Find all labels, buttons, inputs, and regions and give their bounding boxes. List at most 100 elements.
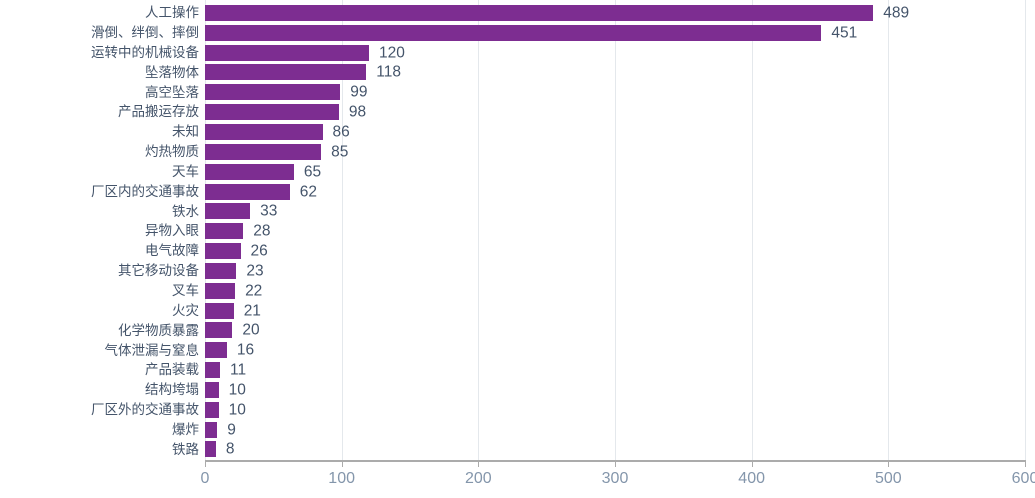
bar: [205, 163, 294, 180]
bar: [205, 203, 251, 220]
bar: [205, 44, 369, 61]
value-label: 10: [228, 401, 246, 419]
bar-row: 厂区内的交通事故 62: [0, 182, 1035, 202]
bar-track: 20: [205, 321, 1035, 339]
bar-row: 产品装载 11: [0, 360, 1035, 380]
bar-row: 铁水 33: [0, 201, 1035, 221]
value-label: 16: [236, 341, 255, 359]
value-label: 9: [227, 420, 236, 438]
bar-row: 高空坠落 99: [0, 82, 1035, 102]
bar-row: 化学物质暴露 20: [0, 321, 1035, 341]
category-label: 厂区内的交通事故: [91, 183, 199, 199]
bar-row: 异物入眼 28: [0, 221, 1035, 241]
x-tick-label-600: 600: [1011, 470, 1035, 487]
bar: [205, 183, 290, 200]
bar-track: 85: [205, 143, 1035, 160]
value-label: 28: [253, 222, 271, 240]
category-label: 铁路: [172, 441, 199, 457]
category-label: 电气故障: [145, 243, 199, 259]
bar-row: 天车 65: [0, 162, 1035, 182]
category-label: 天车: [172, 163, 199, 179]
category-label: 坠落物体: [145, 64, 199, 80]
category-label: 爆炸: [172, 421, 199, 437]
category-label: 铁水: [172, 203, 199, 219]
bar-track: 21: [205, 301, 1035, 319]
x-tick-label-100: 100: [328, 470, 356, 487]
bar-track: 451: [205, 24, 1035, 42]
x-tick-label-500: 500: [874, 470, 902, 487]
category-label: 未知: [172, 124, 199, 140]
value-label: 33: [260, 202, 278, 220]
bar-row: 人工操作 489: [0, 3, 1035, 23]
bar-row: 未知 86: [0, 122, 1035, 142]
bar-row: 叉车 22: [0, 281, 1035, 301]
bar-track: 9: [205, 420, 1035, 438]
value-label: 26: [250, 242, 268, 260]
gridline-500: [888, 0, 890, 460]
bar-track: 10: [205, 401, 1035, 419]
bar-row: 厂区外的交通事故 10: [0, 400, 1035, 420]
bar-track: 11: [205, 362, 1035, 379]
bar-track: 120: [205, 44, 1035, 61]
bar: [205, 282, 236, 299]
bar-track: 28: [205, 222, 1035, 240]
bar-track: 10: [205, 381, 1035, 399]
bar: [205, 401, 219, 418]
category-label: 运转中的机械设备: [91, 44, 199, 60]
bar-track: 62: [205, 183, 1035, 200]
bar: [205, 262, 237, 279]
bar-track: 118: [205, 63, 1035, 81]
bar: [205, 104, 339, 121]
bar-track: 86: [205, 123, 1035, 140]
bar-track: 23: [205, 262, 1035, 280]
value-label: 65: [303, 162, 322, 180]
x-tick-label-300: 300: [601, 470, 629, 487]
x-tick-mark-500: [888, 462, 890, 467]
bar-rows: 人工操作 489 滑倒、绊倒、摔倒 451 运转中的机械设备 120 坠落物体 118 高空坠落…: [0, 3, 1035, 459]
value-label: 10: [228, 381, 246, 399]
category-label: 结构垮塌: [145, 382, 199, 398]
bar-row: 坠落物体 118: [0, 63, 1035, 83]
bar-track: 98: [205, 103, 1035, 121]
bar-row: 铁路 8: [0, 440, 1035, 460]
value-label: 118: [376, 63, 401, 81]
bar-row: 产品搬运存放 98: [0, 102, 1035, 122]
bar: [205, 441, 216, 458]
bar-track: 16: [205, 341, 1035, 359]
bar-row: 火灾 21: [0, 301, 1035, 321]
x-tick-label-400: 400: [738, 470, 766, 487]
value-label: 451: [831, 24, 858, 42]
bar: [205, 243, 241, 260]
bar: [205, 64, 367, 81]
bar-track: 65: [205, 162, 1035, 180]
x-axis-line: [205, 460, 1026, 462]
category-label: 产品搬运存放: [118, 104, 199, 120]
category-label: 滑倒、绊倒、摔倒: [91, 25, 199, 41]
gridline-100: [341, 0, 343, 460]
bar-track: 8: [205, 440, 1035, 458]
bar: [205, 84, 341, 101]
value-label: 22: [245, 281, 263, 299]
category-label: 异物入眼: [145, 223, 199, 239]
x-tick-mark-600: [1025, 462, 1026, 467]
value-label: 8: [225, 440, 235, 458]
value-label: 98: [348, 103, 367, 121]
gridline-300: [615, 0, 616, 460]
bar-track: 22: [205, 281, 1035, 299]
bar-row: 气体泄漏与窒息 16: [0, 340, 1035, 360]
category-label: 火灾: [172, 302, 199, 318]
value-label: 20: [242, 321, 260, 339]
bar: [205, 143, 322, 160]
bar-track: 99: [205, 84, 1035, 101]
value-label: 23: [246, 262, 264, 280]
category-label: 灼热物质: [145, 144, 199, 160]
x-tick-mark-300: [615, 462, 616, 467]
bar: [205, 421, 218, 438]
bar-track: 33: [205, 202, 1035, 220]
category-label: 厂区外的交通事故: [91, 402, 199, 418]
bar-track: 26: [205, 242, 1035, 260]
category-label: 其它移动设备: [118, 263, 199, 279]
value-label: 21: [243, 301, 261, 319]
bar: [205, 123, 323, 140]
